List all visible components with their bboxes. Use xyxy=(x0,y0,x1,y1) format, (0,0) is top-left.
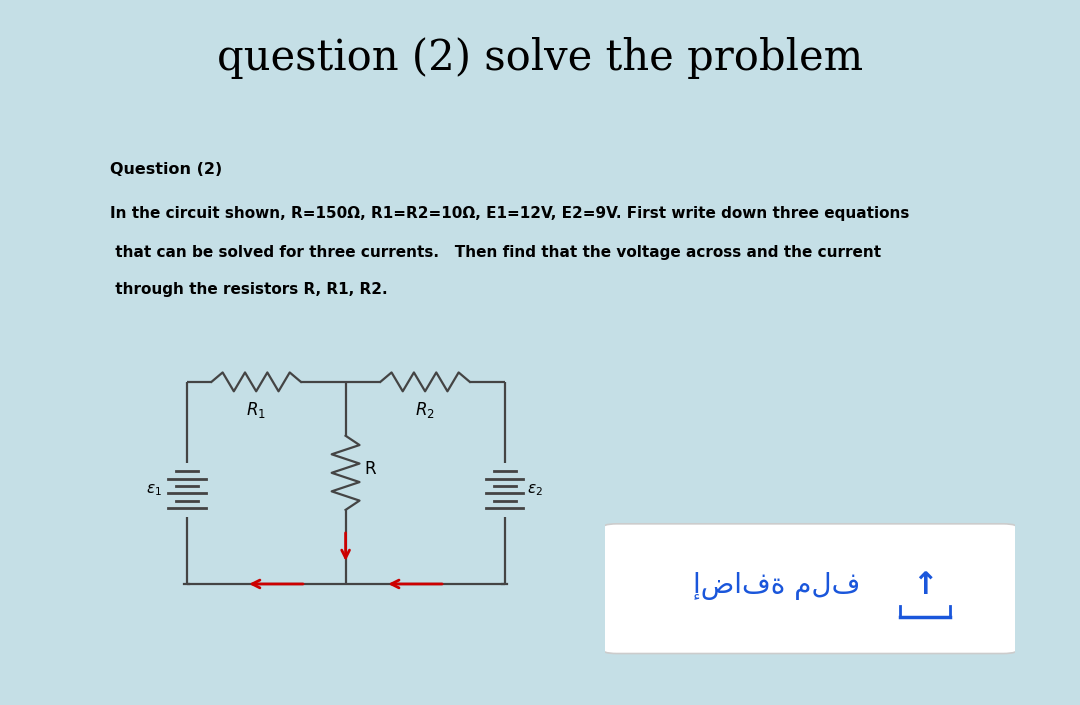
Text: R: R xyxy=(364,460,376,479)
Text: إضافة ملف: إضافة ملف xyxy=(693,572,861,600)
Text: through the resistors R, R1, R2.: through the resistors R, R1, R2. xyxy=(110,282,388,297)
FancyBboxPatch shape xyxy=(600,524,1020,654)
Text: ↑: ↑ xyxy=(913,571,937,601)
Text: $\varepsilon_1$: $\varepsilon_1$ xyxy=(146,482,162,498)
Text: that can be solved for three currents.   Then find that the voltage across and t: that can be solved for three currents. T… xyxy=(110,245,881,260)
Text: $R_2$: $R_2$ xyxy=(415,400,435,420)
Text: Question (2): Question (2) xyxy=(110,162,222,177)
Text: $R_1$: $R_1$ xyxy=(246,400,266,420)
Text: In the circuit shown, R=150Ω, R1=R2=10Ω, E1=12V, E2=9V. First write down three e: In the circuit shown, R=150Ω, R1=R2=10Ω,… xyxy=(110,207,909,221)
Text: question (2) solve the problem: question (2) solve the problem xyxy=(217,37,864,79)
Text: $\varepsilon_2$: $\varepsilon_2$ xyxy=(527,482,543,498)
